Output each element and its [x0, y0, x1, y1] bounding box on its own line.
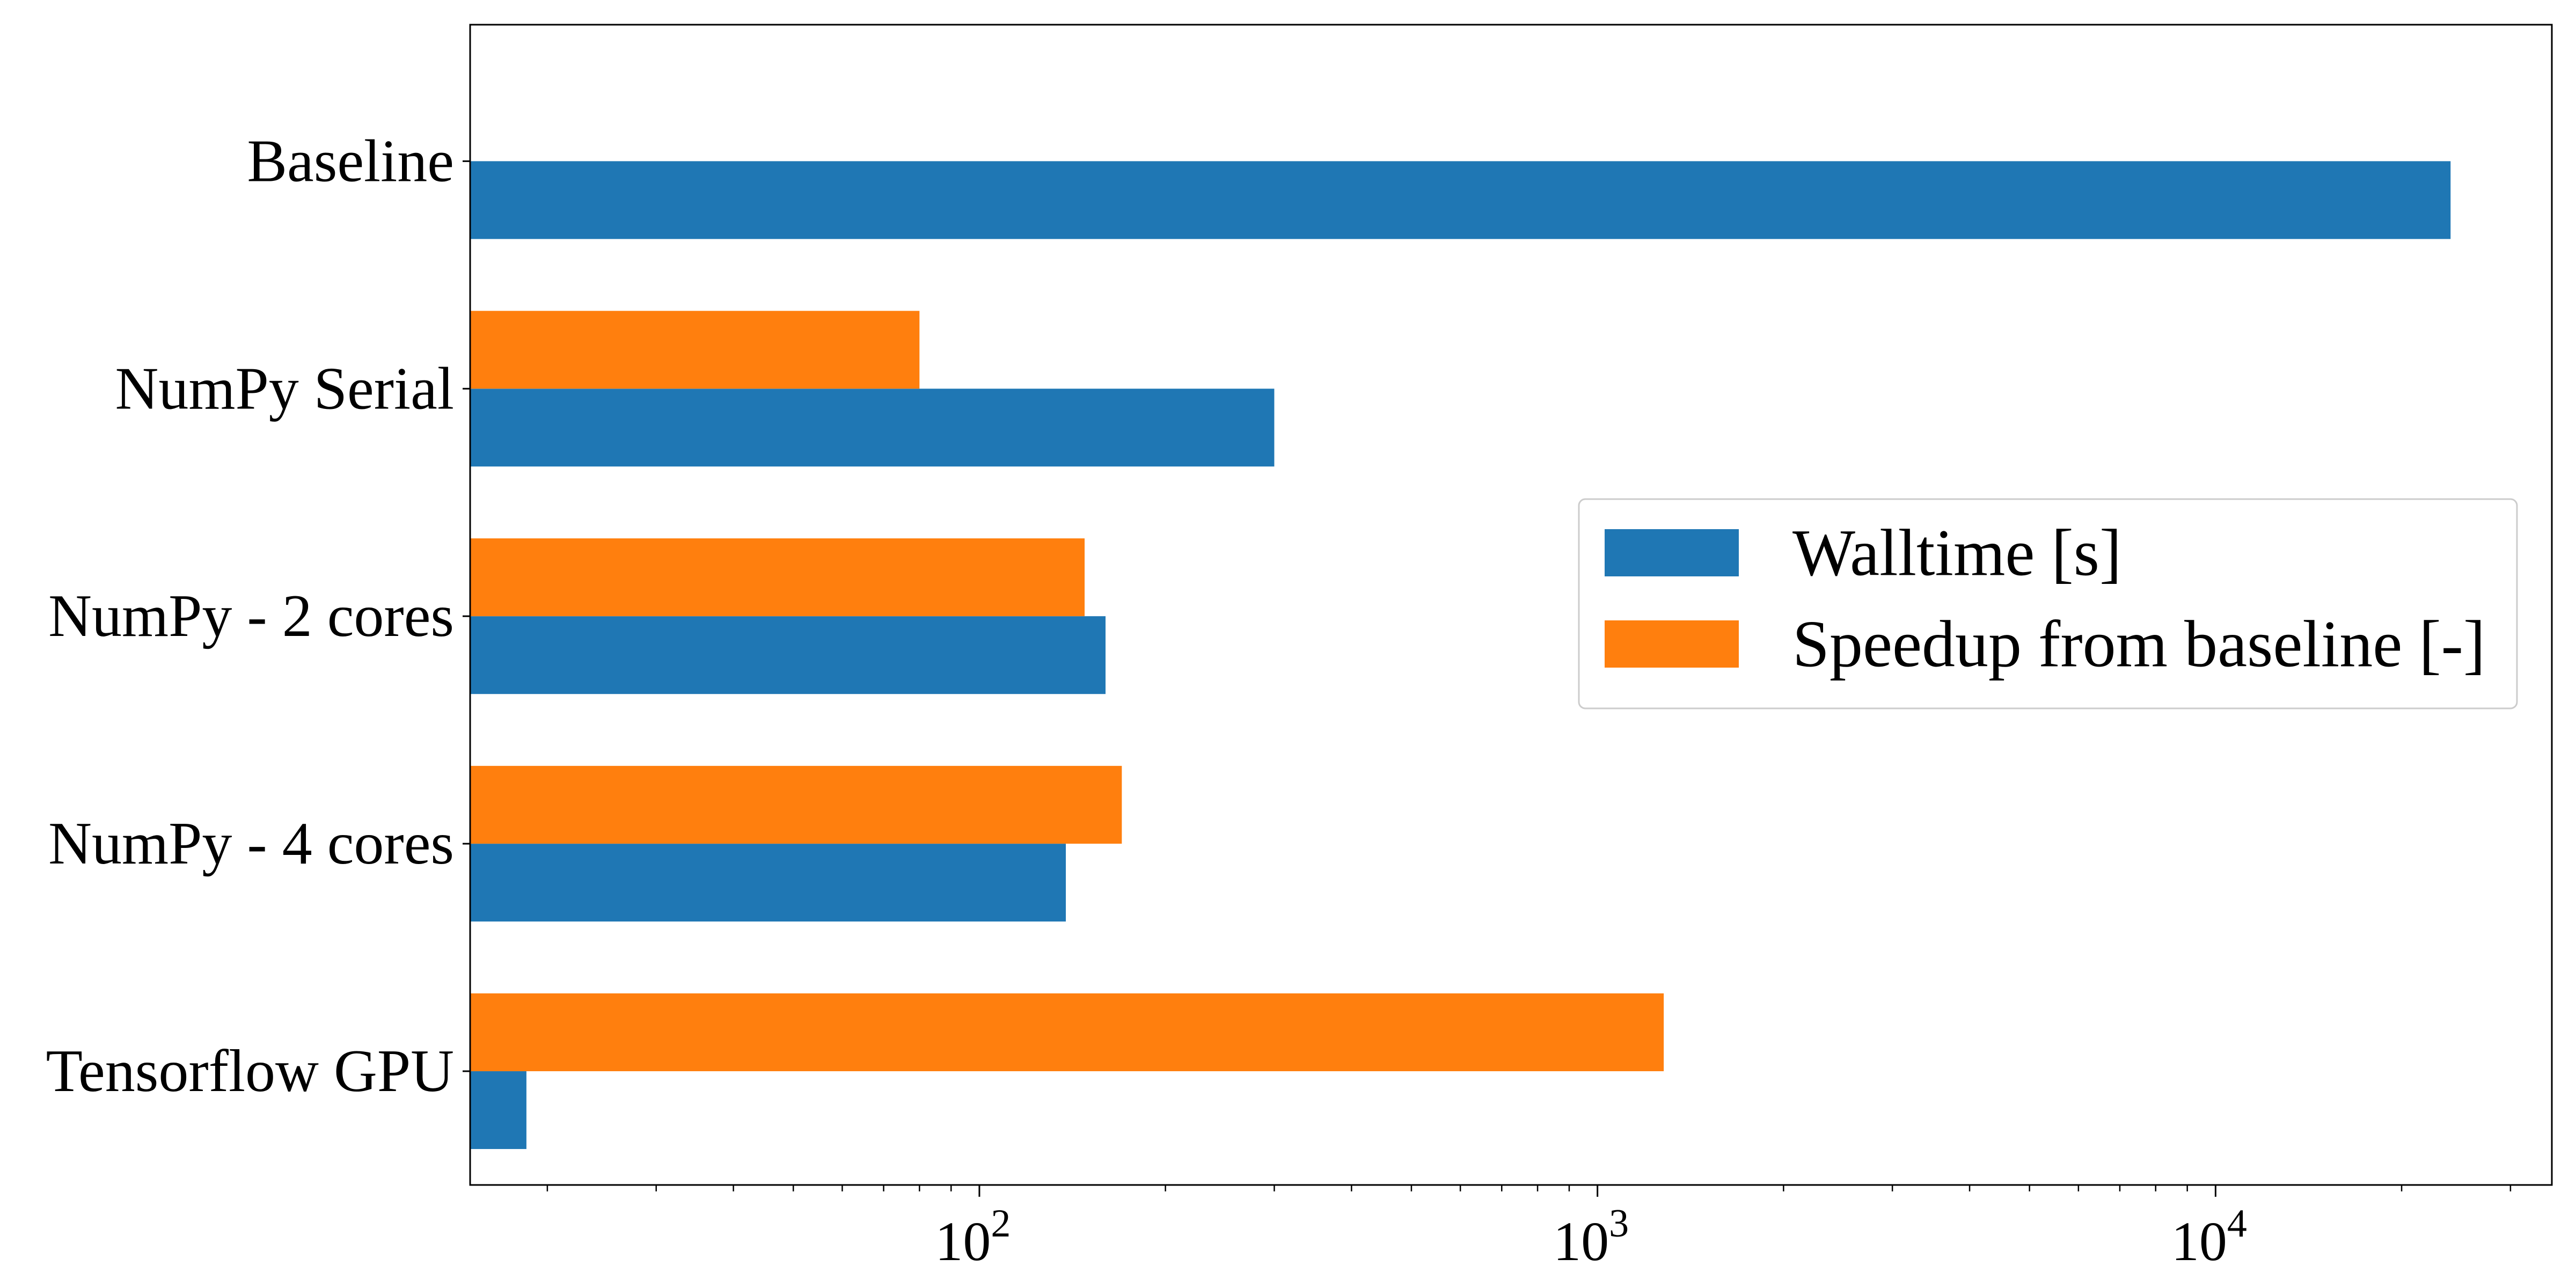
legend: Walltime [s] Speedup from baseline [-] [1578, 498, 2518, 709]
y-tick-label-0: Baseline [247, 128, 454, 194]
speedup-bar-2 [470, 538, 1085, 617]
x-tick-label-2: 104 [2171, 1202, 2247, 1272]
walltime-bar-0 [470, 161, 2451, 239]
legend-swatch-speedup [1605, 620, 1739, 668]
bars-layer [470, 161, 2451, 1150]
y-tick-label-4: Tensorflow GPU [46, 1038, 454, 1104]
x-tick-label-1: 103 [1553, 1202, 1629, 1272]
speedup-bar-3 [470, 766, 1122, 844]
plot-frame [469, 24, 2553, 1186]
speedup-bar-4 [470, 993, 1664, 1072]
y-tick-label-2: NumPy - 2 cores [48, 583, 454, 649]
y-tick-label-1: NumPy Serial [115, 355, 454, 422]
walltime-bar-1 [470, 389, 1275, 467]
x-major-ticks: 102 103 104 [935, 1185, 2247, 1272]
walltime-bar-3 [470, 844, 1066, 922]
y-category-ticks: Baseline NumPy Serial NumPy - 2 cores NumPy… [46, 128, 470, 1104]
walltime-bar-2 [470, 616, 1106, 694]
legend-swatch-walltime [1605, 529, 1739, 576]
walltime-bar-4 [470, 1071, 526, 1150]
x-minor-ticks [546, 1185, 2512, 1191]
speedup-bar-1 [470, 311, 920, 389]
y-tick-label-3: NumPy - 4 cores [48, 810, 454, 877]
x-tick-label-0: 102 [935, 1202, 1011, 1272]
legend-label-walltime: Walltime [s] [1792, 516, 2121, 590]
legend-box [1578, 498, 2518, 709]
legend-label-speedup: Speedup from baseline [-] [1792, 608, 2485, 681]
